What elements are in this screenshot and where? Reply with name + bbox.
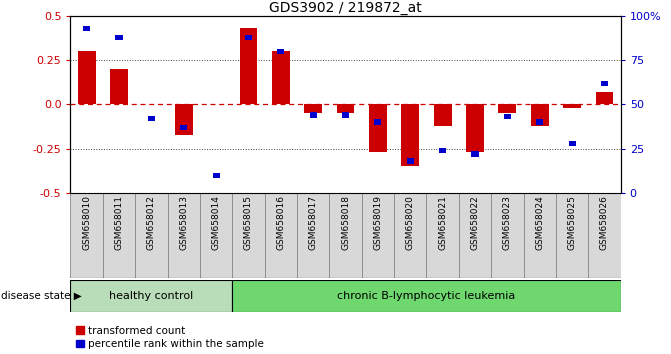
Bar bbox=[588, 193, 621, 278]
Text: GSM658022: GSM658022 bbox=[470, 195, 480, 250]
Bar bbox=[200, 193, 232, 278]
Text: GSM658025: GSM658025 bbox=[568, 195, 576, 250]
Text: GSM658015: GSM658015 bbox=[244, 195, 253, 251]
Bar bbox=[369, 104, 386, 152]
Text: GSM658026: GSM658026 bbox=[600, 195, 609, 250]
Bar bbox=[304, 104, 322, 113]
Bar bbox=[168, 193, 200, 278]
Bar bbox=[536, 120, 544, 125]
Bar bbox=[272, 51, 290, 104]
Text: GSM658014: GSM658014 bbox=[211, 195, 221, 250]
Bar bbox=[175, 104, 193, 135]
Bar bbox=[70, 280, 232, 312]
Bar bbox=[504, 114, 511, 120]
Bar bbox=[232, 193, 264, 278]
Text: GSM658017: GSM658017 bbox=[309, 195, 317, 251]
Text: GSM658020: GSM658020 bbox=[406, 195, 415, 250]
Bar bbox=[232, 280, 621, 312]
Bar bbox=[407, 159, 414, 164]
Bar bbox=[362, 193, 394, 278]
Text: healthy control: healthy control bbox=[109, 291, 193, 301]
Text: GSM658010: GSM658010 bbox=[82, 195, 91, 251]
Bar bbox=[563, 104, 581, 108]
Text: GSM658016: GSM658016 bbox=[276, 195, 285, 251]
Text: GSM658012: GSM658012 bbox=[147, 195, 156, 250]
Bar bbox=[531, 104, 549, 126]
Bar bbox=[180, 125, 187, 130]
Bar bbox=[556, 193, 588, 278]
Bar bbox=[70, 193, 103, 278]
Text: GSM658013: GSM658013 bbox=[179, 195, 189, 251]
Text: disease state ▶: disease state ▶ bbox=[1, 291, 82, 301]
Bar bbox=[83, 25, 90, 31]
Bar bbox=[466, 104, 484, 152]
Bar bbox=[499, 104, 516, 113]
Bar bbox=[135, 193, 168, 278]
Bar bbox=[297, 193, 329, 278]
Text: GSM658018: GSM658018 bbox=[341, 195, 350, 251]
Bar bbox=[401, 104, 419, 166]
Bar bbox=[596, 92, 613, 104]
Bar bbox=[309, 113, 317, 118]
Text: GSM658019: GSM658019 bbox=[374, 195, 382, 251]
Bar bbox=[240, 28, 258, 104]
Text: GSM658024: GSM658024 bbox=[535, 195, 544, 250]
Bar bbox=[110, 69, 128, 104]
Bar bbox=[78, 51, 95, 104]
Text: GSM658023: GSM658023 bbox=[503, 195, 512, 250]
Bar bbox=[433, 104, 452, 126]
Bar bbox=[568, 141, 576, 146]
Bar bbox=[337, 104, 354, 113]
Bar bbox=[439, 148, 446, 153]
Legend: transformed count, percentile rank within the sample: transformed count, percentile rank withi… bbox=[76, 326, 264, 349]
Bar bbox=[472, 152, 478, 156]
Bar bbox=[491, 193, 523, 278]
Bar bbox=[103, 193, 135, 278]
Bar bbox=[342, 113, 349, 118]
Title: GDS3902 / 219872_at: GDS3902 / 219872_at bbox=[269, 1, 422, 15]
Bar bbox=[329, 193, 362, 278]
Text: GSM658021: GSM658021 bbox=[438, 195, 447, 250]
Bar bbox=[245, 34, 252, 40]
Bar bbox=[601, 80, 608, 86]
Bar bbox=[115, 34, 123, 40]
Bar bbox=[394, 193, 427, 278]
Bar bbox=[427, 193, 459, 278]
Text: chronic B-lymphocytic leukemia: chronic B-lymphocytic leukemia bbox=[338, 291, 515, 301]
Text: GSM658011: GSM658011 bbox=[115, 195, 123, 251]
Bar bbox=[523, 193, 556, 278]
Bar bbox=[459, 193, 491, 278]
Bar bbox=[374, 120, 382, 125]
Bar bbox=[277, 48, 285, 54]
Bar bbox=[264, 193, 297, 278]
Bar bbox=[213, 172, 219, 178]
Bar bbox=[148, 116, 155, 121]
